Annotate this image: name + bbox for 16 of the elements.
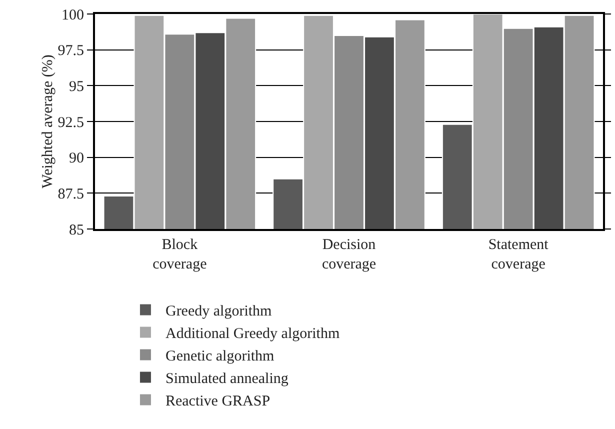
legend-label: Additional Greedy algorithm bbox=[165, 326, 340, 342]
legend-label: Reactive GRASP bbox=[165, 394, 270, 410]
legend-label: Genetic algorithm bbox=[165, 348, 275, 365]
x-tick-label: Decision coverage bbox=[322, 237, 376, 272]
y-tick-label: 85 bbox=[69, 222, 84, 238]
x-tick-label: Statement coverage bbox=[488, 237, 550, 272]
y-axis-title: Weighted average (%) bbox=[40, 54, 56, 188]
y-tick-label: 100 bbox=[62, 7, 84, 24]
legend-label: Greedy algorithm bbox=[165, 304, 272, 320]
y-tick-label: 97.5 bbox=[58, 43, 84, 60]
y-tick-label: 95 bbox=[69, 78, 84, 95]
legend-label: Simulated annealing bbox=[165, 371, 289, 388]
y-tick-label: 87.5 bbox=[58, 186, 84, 202]
y-tick-label: 90 bbox=[69, 150, 84, 167]
y-tick-label: 92.5 bbox=[58, 114, 84, 131]
x-tick-label: Block coverage bbox=[152, 237, 208, 272]
